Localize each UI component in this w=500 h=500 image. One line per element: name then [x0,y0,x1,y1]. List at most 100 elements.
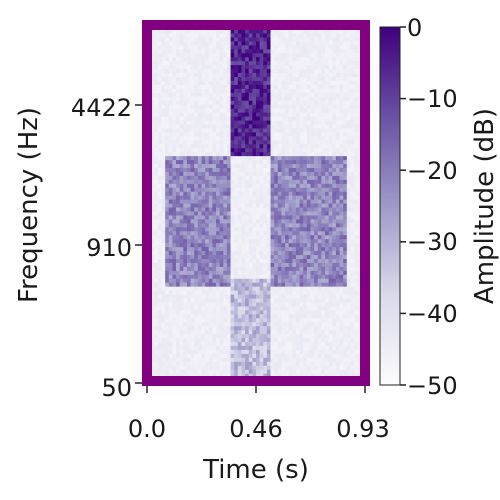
spectrogram-cell [165,80,170,85]
spectrogram-cell [179,163,184,168]
spectrogram-cell [234,155,239,161]
spectrogram-cell [317,92,322,97]
spectrogram-cell [339,321,344,327]
spectrogram-cell [270,115,275,121]
spectrogram-cell [339,309,344,315]
spectrogram-cell [285,333,290,339]
spectrogram-cell [197,297,203,303]
spectrogram-cell [263,179,268,184]
spectrogram-cell [179,210,184,216]
spectrogram-cell [234,163,239,168]
spectrogram-cell [292,349,297,354]
spectrogram-cell [328,96,333,101]
spectrogram-cell [299,119,304,125]
spectrogram-cell [197,373,203,378]
spectrogram-cell [346,341,352,346]
spectrogram-cell [223,321,228,327]
spectrogram-cell [270,301,275,307]
spectrogram-cell [248,127,253,133]
spectrogram-cell [314,44,319,50]
spectrogram-cell [212,214,217,220]
spectrogram-cell [274,108,279,113]
spectrogram-cell [183,242,188,248]
spectrogram-cell [270,278,275,283]
spectrogram-cell [303,333,308,339]
spectrogram-cell [343,349,348,354]
spectrogram-cell [212,112,217,117]
spectrogram-cell [339,214,344,220]
spectrogram-cell [325,96,330,101]
spectrogram-cell [190,64,195,70]
spectrogram-cell [190,179,195,184]
spectrogram-cell [161,147,166,153]
spectrogram-cell [194,48,199,54]
spectrogram-cell [317,159,322,165]
spectrogram-cell [256,270,261,275]
spectrogram-cell [306,100,312,105]
spectrogram-cell [281,195,286,200]
spectrogram-cell [172,290,177,295]
spectrogram-cell [245,84,250,89]
spectrogram-cell [295,115,301,121]
spectrogram-cell [183,191,188,196]
spectrogram-cell [172,206,177,212]
spectrogram-cell [281,199,286,204]
spectrogram-cell [266,123,272,129]
spectrogram-cell [310,309,315,315]
spectrogram-cell [259,373,264,378]
spectrogram-cell [248,28,253,34]
spectrogram-cell [299,286,304,291]
spectrogram-cell [168,115,174,121]
spectrogram-cell [208,64,213,70]
spectrogram-cell [292,258,297,263]
spectrogram-cell [281,143,286,149]
spectrogram-cell [208,115,213,121]
spectrogram-cell [339,242,344,248]
spectrogram-cell [176,36,181,42]
spectrogram-cell [295,309,301,315]
spectrogram-cell [335,361,341,366]
spectrogram-cell [270,357,275,362]
spectrogram-cell [234,40,239,46]
spectrogram-cell [303,357,308,362]
spectrogram-cell [299,28,304,34]
spectrogram-cell [335,301,341,307]
spectrogram-cell [263,84,268,89]
spectrogram-cell [288,242,293,248]
spectrogram-cell [270,183,275,188]
spectrogram-cell [314,88,319,93]
spectrogram-cell [150,32,155,38]
spectrogram-cell [237,325,243,331]
spectrogram-cell [266,64,272,70]
spectrogram-cell [216,143,221,149]
spectrogram-cell [186,246,192,252]
spectrogram-cell [197,266,203,271]
spectrogram-cell [288,349,293,354]
spectrogram-cell [314,230,319,236]
spectrogram-cell [165,183,170,188]
spectrogram-cell [216,167,221,172]
spectrogram-cell [292,96,297,101]
spectrogram-cell [252,349,257,354]
spectrogram-cell [285,325,290,331]
spectrogram-cell [281,301,286,307]
spectrogram-cell [226,242,232,248]
spectrogram-cell [332,206,337,212]
spectrogram-cell [212,123,217,129]
spectrogram-cell [219,333,224,339]
spectrogram-cell [179,214,184,220]
spectrogram-cell [277,317,283,323]
spectrogram-cell [237,250,243,256]
spectrogram-cell [157,167,163,172]
spectrogram-cell [237,112,243,117]
spectrogram-cell [314,258,319,263]
spectrogram-cell [310,365,315,370]
spectrogram-cell [201,210,206,216]
spectrogram-cell [339,286,344,291]
spectrogram-cell [194,206,199,212]
spectrogram-cell [303,199,308,204]
spectrogram-cell [328,191,333,196]
spectrogram-cell [150,262,155,267]
spectrogram-cell [245,309,250,315]
spectrogram-cell [205,52,210,58]
